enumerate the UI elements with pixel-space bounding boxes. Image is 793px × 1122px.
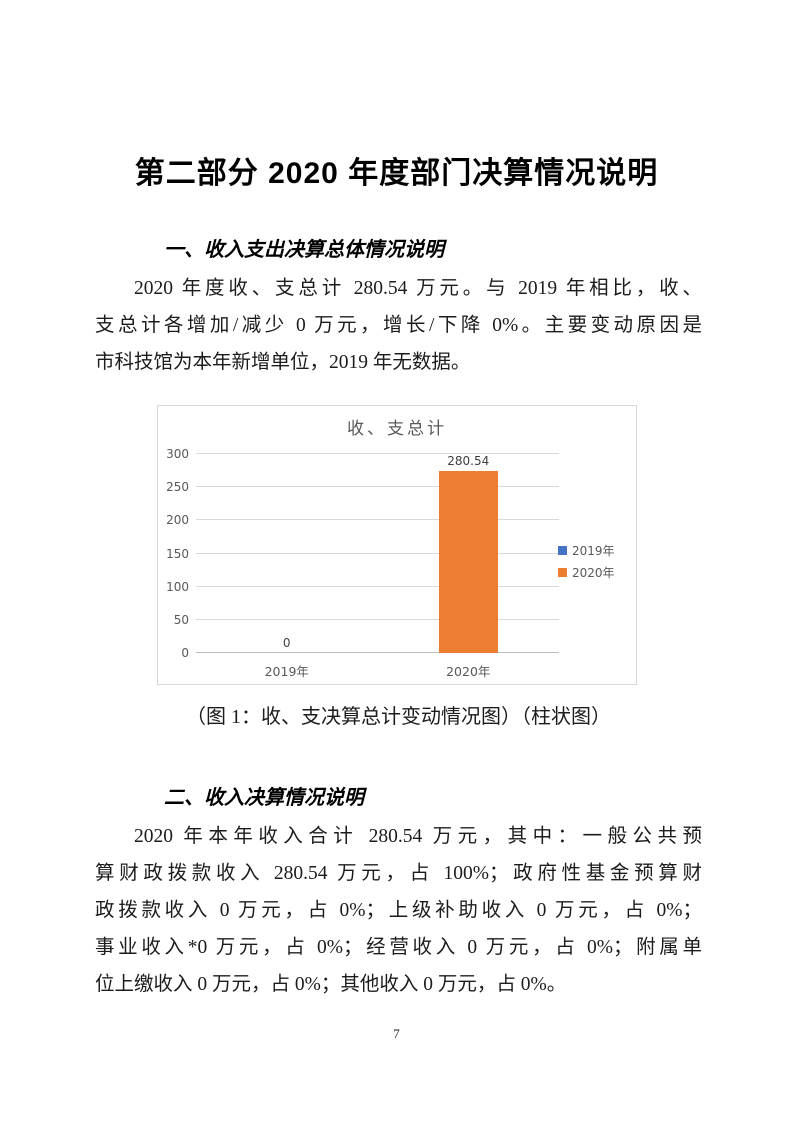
y-axis-tick-label: 250 [166,480,189,495]
chart-plot-area: 0 280.54 0 50 100 150 200 250 300 [166,447,560,660]
paragraph-line: 2020 年本年收入合计 280.54 万元，其中：一般公共预 [134,826,702,847]
bar-chart-figure: 收、支总计 0 280.54 0 50 100 150 200 250 300 2019年 … [157,405,637,685]
bar-group-2019: 0 [196,454,378,653]
paragraph-line: 支总计各增加/减少 0 万元，增长/下降 0%。主要变动原因是 [95,315,702,336]
chart-title: 收、支总计 [347,419,447,439]
paragraph-line: 政拨款收入 0 万元，占 0%；上级补助收入 0 万元，占 0%； [95,900,702,921]
gridline [196,552,559,554]
section-1-heading: 一、收入支出决算总体情况说明 [164,239,444,261]
gridline [196,618,559,620]
paragraph-line: 2020 年度收、支总计 280.54 万元。与 2019 年相比，收、 [134,278,702,299]
y-axis-tick-label: 200 [166,513,189,528]
gridline [196,453,559,454]
chart-legend: 2019年 2020年 [558,539,615,583]
section-1-paragraph: 2020 年度收、支总计 280.54 万元。与 2019 年相比，收、 支总计… [95,270,702,381]
section-2-paragraph: 2020 年本年收入合计 280.54 万元，其中：一般公共预 算财政拨款收入 … [95,818,702,1003]
legend-item-2020: 2020年 [558,561,615,583]
y-axis-tick-label: 300 [166,447,189,461]
document-title: 第二部分 2020 年度部门决算情况说明 [134,157,659,190]
bar-2020 [438,471,498,653]
x-axis-label-2020: 2020年 [446,664,491,679]
bar-data-label-2020: 280.54 [447,454,490,468]
gridline [196,519,559,521]
gridline [196,652,559,653]
figure-caption: （图 1：收、支决算总计变动情况图）（柱状图） [186,706,611,728]
bar-data-label-2019: 0 [282,636,291,650]
section-2-heading: 二、收入决算情况说明 [164,787,364,809]
legend-swatch-2020-icon [558,567,567,577]
y-axis-tick-label: 0 [181,646,189,660]
legend-swatch-2019-icon [558,545,567,555]
gridline [196,486,559,488]
legend-label-2020: 2020年 [572,565,615,580]
paragraph-line: 位上缴收入 0 万元，占 0%；其他收入 0 万元，占 0%。 [95,974,567,995]
legend-item-2019: 2019年 [558,539,615,561]
gridline [196,585,559,587]
paragraph-line: 事业收入*0 万元，占 0%；经营收入 0 万元，占 0%；附属单 [95,937,702,958]
paragraph-line: 市科技馆为本年新增单位，2019 年无数据。 [95,352,471,373]
bar-group-2020: 280.54 [378,454,560,653]
y-axis-tick-label: 150 [166,546,189,561]
y-axis-tick-label: 50 [173,612,189,627]
paragraph-line: 算财政拨款收入 280.54 万元，占 100%；政府性基金预算财 [95,863,702,884]
y-axis-tick-label: 100 [166,579,189,594]
page-number: 7 [393,1026,400,1041]
x-axis-label-2019: 2019年 [264,664,309,679]
x-axis: 2019年 2020年 [196,661,559,680]
legend-label-2019: 2019年 [572,543,615,558]
